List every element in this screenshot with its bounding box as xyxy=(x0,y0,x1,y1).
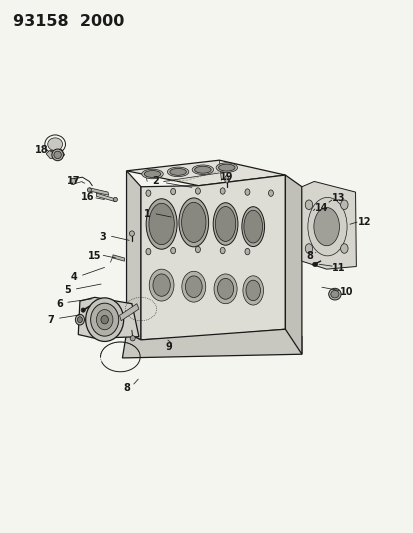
Text: 15: 15 xyxy=(88,251,101,261)
Ellipse shape xyxy=(144,171,160,177)
Ellipse shape xyxy=(54,151,61,159)
Text: 1: 1 xyxy=(143,209,150,220)
Ellipse shape xyxy=(149,203,174,245)
Ellipse shape xyxy=(149,269,173,301)
Polygon shape xyxy=(301,181,356,269)
Ellipse shape xyxy=(194,166,211,173)
Ellipse shape xyxy=(328,288,340,300)
Ellipse shape xyxy=(146,199,177,249)
Ellipse shape xyxy=(170,188,175,195)
Ellipse shape xyxy=(220,247,225,254)
Ellipse shape xyxy=(81,308,85,312)
Ellipse shape xyxy=(195,246,200,253)
Ellipse shape xyxy=(340,200,347,209)
Ellipse shape xyxy=(241,207,264,247)
Text: 8: 8 xyxy=(123,383,130,393)
Ellipse shape xyxy=(181,203,206,243)
Ellipse shape xyxy=(195,188,200,194)
Ellipse shape xyxy=(313,207,339,246)
Polygon shape xyxy=(285,175,301,354)
Text: 12: 12 xyxy=(357,217,370,228)
Ellipse shape xyxy=(185,276,202,297)
Ellipse shape xyxy=(244,248,249,255)
Ellipse shape xyxy=(304,200,312,209)
Polygon shape xyxy=(78,297,139,338)
Polygon shape xyxy=(141,175,285,340)
Ellipse shape xyxy=(152,274,170,296)
Ellipse shape xyxy=(245,280,260,301)
Text: 11: 11 xyxy=(332,263,345,272)
Ellipse shape xyxy=(145,190,150,196)
Text: 8: 8 xyxy=(305,251,312,261)
Ellipse shape xyxy=(304,195,347,259)
Ellipse shape xyxy=(96,310,113,330)
Text: 4: 4 xyxy=(71,272,77,282)
Text: 14: 14 xyxy=(314,203,328,213)
Ellipse shape xyxy=(169,168,186,175)
Ellipse shape xyxy=(87,188,91,192)
Ellipse shape xyxy=(304,244,312,253)
Text: 17: 17 xyxy=(67,176,81,187)
Text: 16: 16 xyxy=(81,192,94,203)
Ellipse shape xyxy=(214,274,237,304)
Ellipse shape xyxy=(224,175,228,183)
Ellipse shape xyxy=(181,271,205,302)
Polygon shape xyxy=(113,255,124,261)
Ellipse shape xyxy=(47,138,62,151)
Ellipse shape xyxy=(90,303,119,336)
Text: 93158  2000: 93158 2000 xyxy=(13,14,124,29)
Ellipse shape xyxy=(77,317,82,322)
Text: 10: 10 xyxy=(339,287,352,297)
Text: 18: 18 xyxy=(35,144,49,155)
Ellipse shape xyxy=(243,211,262,243)
Text: 3: 3 xyxy=(100,232,106,243)
Ellipse shape xyxy=(101,316,108,324)
Ellipse shape xyxy=(268,190,273,196)
Ellipse shape xyxy=(52,149,63,161)
Text: 6: 6 xyxy=(56,298,62,309)
Ellipse shape xyxy=(113,197,117,201)
Ellipse shape xyxy=(85,298,123,342)
Ellipse shape xyxy=(340,244,347,253)
Ellipse shape xyxy=(213,203,237,245)
Polygon shape xyxy=(96,193,115,201)
Polygon shape xyxy=(89,188,109,195)
Ellipse shape xyxy=(145,248,150,255)
Ellipse shape xyxy=(242,276,263,305)
Ellipse shape xyxy=(45,135,65,154)
Ellipse shape xyxy=(244,189,249,195)
Polygon shape xyxy=(126,171,141,340)
Ellipse shape xyxy=(167,167,188,176)
Ellipse shape xyxy=(312,262,317,266)
Text: 13: 13 xyxy=(332,193,345,204)
Ellipse shape xyxy=(178,198,208,247)
Ellipse shape xyxy=(142,169,163,179)
Ellipse shape xyxy=(217,278,233,299)
Ellipse shape xyxy=(218,164,235,171)
Ellipse shape xyxy=(330,290,338,298)
Text: 7: 7 xyxy=(47,314,54,325)
Polygon shape xyxy=(119,304,139,321)
Ellipse shape xyxy=(129,231,134,236)
Text: 19: 19 xyxy=(220,172,233,182)
Polygon shape xyxy=(126,160,285,185)
Ellipse shape xyxy=(170,247,175,254)
Text: 9: 9 xyxy=(165,342,172,352)
Ellipse shape xyxy=(70,178,76,184)
Ellipse shape xyxy=(192,165,213,174)
Ellipse shape xyxy=(75,314,84,325)
Ellipse shape xyxy=(130,336,135,341)
Ellipse shape xyxy=(220,188,225,194)
Ellipse shape xyxy=(215,206,235,241)
Text: 5: 5 xyxy=(64,286,71,295)
Polygon shape xyxy=(122,329,301,358)
Polygon shape xyxy=(46,150,64,159)
Ellipse shape xyxy=(216,163,237,172)
Text: 2: 2 xyxy=(152,176,159,187)
Ellipse shape xyxy=(309,200,343,253)
Ellipse shape xyxy=(307,197,346,256)
